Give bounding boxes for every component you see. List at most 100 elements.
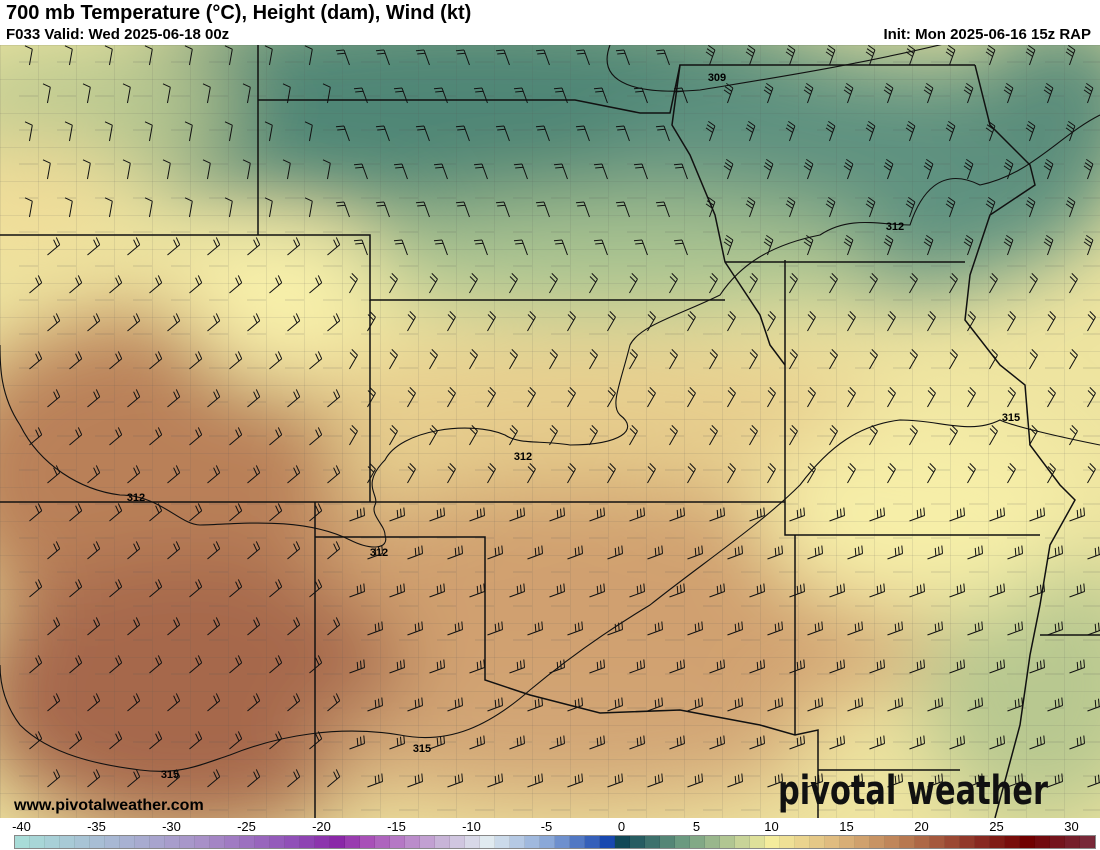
wind-barb <box>104 45 113 66</box>
wind-barb <box>687 773 703 788</box>
wind-barb <box>567 545 583 560</box>
colorbar-cell <box>450 836 465 848</box>
wind-barb <box>389 425 398 446</box>
wind-barb <box>1065 45 1076 66</box>
wind-barb <box>509 349 518 370</box>
wind-barb <box>309 731 323 750</box>
colorbar-cell <box>615 836 630 848</box>
wind-barb <box>189 503 203 522</box>
wind-barb <box>327 389 341 408</box>
wind-barb <box>487 545 503 560</box>
wind-barb <box>87 693 101 712</box>
wind-barb <box>887 773 903 788</box>
colorbar-cell <box>435 836 450 848</box>
wind-barb <box>335 201 350 218</box>
wind-barb <box>1007 311 1016 332</box>
wind-barb <box>887 463 896 484</box>
wind-barb <box>949 507 965 522</box>
wind-barb <box>1007 773 1023 788</box>
colorbar-cell <box>210 836 225 848</box>
colorbar-cell <box>60 836 75 848</box>
wind-barb <box>869 425 878 446</box>
wind-barb <box>607 773 623 788</box>
wind-barb <box>989 659 1005 674</box>
wind-barb <box>589 425 598 446</box>
wind-barb <box>767 697 783 712</box>
wind-barb <box>429 507 445 522</box>
wind-barb <box>224 45 233 66</box>
wind-barb <box>869 507 885 522</box>
wind-barb <box>393 163 408 180</box>
wind-barb <box>847 311 856 332</box>
colorbar-cell <box>930 836 945 848</box>
wind-barb <box>615 125 630 142</box>
colorbar-cell <box>30 836 45 848</box>
wind-barb <box>433 87 448 104</box>
wind-barb <box>1069 659 1085 674</box>
wind-barb <box>407 621 423 636</box>
wind-barb <box>287 389 301 408</box>
wind-barb <box>633 163 648 180</box>
website-url[interactable]: www.pivotalweather.com <box>14 797 204 814</box>
wind-barb <box>575 201 590 218</box>
wind-barb <box>567 311 576 332</box>
wind-barb <box>149 275 163 294</box>
wind-barb <box>745 196 756 218</box>
colorbar-cell <box>15 836 30 848</box>
wind-barb <box>963 158 974 180</box>
wind-barb <box>269 731 283 750</box>
wind-barb <box>29 427 43 446</box>
wind-barb <box>723 234 734 256</box>
colorbar-cell <box>105 836 120 848</box>
wind-barb <box>47 465 61 484</box>
wind-barb <box>69 351 83 370</box>
wind-barb <box>749 273 758 294</box>
wind-barb <box>349 425 358 446</box>
wind-barb <box>669 735 685 750</box>
colorbar-cell <box>795 836 810 848</box>
wind-barb <box>963 82 974 104</box>
wind-barb <box>327 465 341 484</box>
wind-barb <box>264 121 273 142</box>
wind-barb <box>87 237 101 256</box>
wind-barb <box>1087 311 1096 332</box>
wind-barb <box>122 159 131 180</box>
colorbar-cell <box>405 836 420 848</box>
wind-barb <box>247 693 261 712</box>
wind-barb <box>923 158 934 180</box>
wind-barb <box>789 583 805 598</box>
wind-barb <box>429 425 438 446</box>
colorbar-tick-label: -25 <box>237 819 256 834</box>
wind-barb <box>655 125 670 142</box>
wind-barb <box>167 617 181 636</box>
wind-barb <box>29 731 43 750</box>
wind-barb <box>109 579 123 598</box>
colorbar-cell <box>135 836 150 848</box>
wind-barb <box>407 311 416 332</box>
wind-barb <box>847 545 863 560</box>
wind-barb <box>865 196 876 218</box>
wind-barb <box>549 659 565 674</box>
wind-barb <box>335 49 350 66</box>
wind-barb <box>803 82 814 104</box>
wind-barb <box>87 617 101 636</box>
wind-barb <box>1087 774 1100 788</box>
wind-barb <box>567 463 576 484</box>
wind-barb <box>745 120 756 142</box>
wind-barb <box>647 387 656 408</box>
wind-barb <box>327 313 341 332</box>
wind-barb <box>327 769 341 788</box>
wind-barb <box>927 545 943 560</box>
wind-barb <box>535 201 550 218</box>
wind-barb <box>673 163 688 180</box>
wind-barb <box>963 234 974 256</box>
wind-barb <box>327 617 341 636</box>
wind-barb <box>495 49 510 66</box>
colorbar-cell <box>465 836 480 848</box>
colorbar-cell <box>1050 836 1065 848</box>
wind-barb <box>349 659 365 674</box>
wind-barb <box>949 349 958 370</box>
wind-barb <box>469 349 478 370</box>
wind-barb <box>829 659 845 674</box>
wind-barb <box>287 693 301 712</box>
